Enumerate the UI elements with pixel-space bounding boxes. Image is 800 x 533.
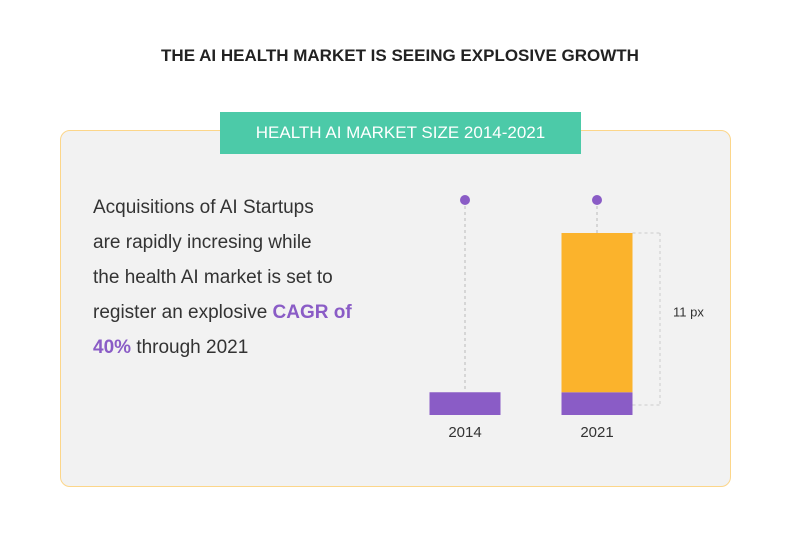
highlight: CAGR of bbox=[272, 302, 352, 323]
text: through 2021 bbox=[136, 337, 249, 358]
bar bbox=[429, 392, 501, 415]
annotation: 11 px bbox=[673, 304, 704, 319]
text: register an explosive bbox=[93, 302, 268, 323]
marker-dot bbox=[592, 195, 602, 205]
x-tick-label: 2014 bbox=[448, 424, 481, 441]
text: the health AI market is set to bbox=[93, 267, 333, 288]
text: are rapidly incresing while bbox=[93, 232, 312, 253]
text: Acquisitions of AI Startups bbox=[93, 197, 314, 218]
marker-dot bbox=[460, 195, 470, 205]
bar bbox=[561, 392, 633, 415]
x-tick-label: 2021 bbox=[580, 424, 613, 441]
description: Acquisitions of AI Startups are rapidly i… bbox=[93, 190, 352, 365]
highlight: 40% bbox=[93, 337, 132, 358]
bar bbox=[561, 233, 633, 393]
page-title: THE AI HEALTH MARKET IS SEEING EXPLOSIVE… bbox=[161, 46, 639, 65]
chart-title: HEALTH AI MARKET SIZE 2014-2021 bbox=[220, 112, 581, 154]
